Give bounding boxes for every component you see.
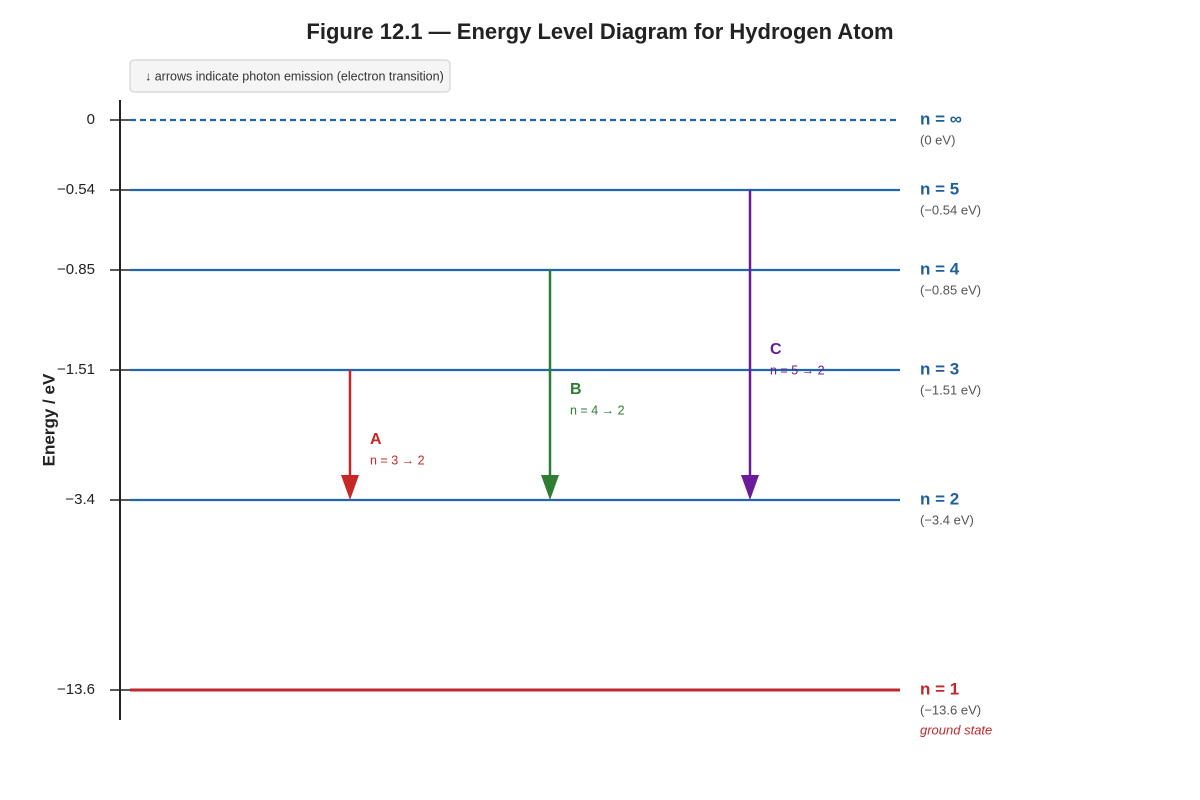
level-label: n = 1 bbox=[920, 679, 959, 698]
tick-label: −3.4 bbox=[65, 491, 95, 508]
level-energy: (0 eV) bbox=[920, 132, 955, 147]
note-box bbox=[129, 59, 451, 93]
level-energy: (−0.54 eV) bbox=[920, 202, 981, 217]
level-label: n = 5 bbox=[920, 179, 959, 198]
arrow-head bbox=[341, 475, 359, 500]
tick-label: −0.85 bbox=[57, 261, 95, 278]
level-label: n = 3 bbox=[920, 359, 959, 378]
transition-detail: n = 4 → 2 bbox=[570, 403, 625, 417]
tick-label: −1.51 bbox=[57, 361, 95, 378]
level-label: n = 2 bbox=[920, 489, 959, 508]
transition-detail: n = 5 → 2 bbox=[770, 363, 825, 377]
tick-label: −13.6 bbox=[57, 681, 95, 698]
level-label: n = ∞ bbox=[920, 109, 962, 128]
transition-detail: n = 3 → 2 bbox=[370, 453, 425, 467]
level-energy: (−13.6 eV) bbox=[920, 702, 981, 717]
arrow-head bbox=[541, 475, 559, 500]
axis-label: Energy / eV bbox=[39, 373, 58, 466]
transition-label: B bbox=[570, 381, 582, 398]
transition-label: C bbox=[770, 341, 782, 358]
level-label: n = 4 bbox=[920, 259, 960, 278]
level-energy: (−0.85 eV) bbox=[920, 282, 981, 297]
level-energy: (−1.51 eV) bbox=[920, 382, 981, 397]
arrow-head bbox=[741, 475, 759, 500]
title: Figure 12.1 — Energy Level Diagram for H… bbox=[306, 19, 893, 44]
tick-label: −0.54 bbox=[57, 181, 95, 198]
level-energy: (−3.4 eV) bbox=[920, 512, 974, 527]
note: ↓ arrows indicate photon emission (elect… bbox=[145, 69, 444, 83]
level-note: ground state bbox=[920, 722, 992, 737]
tick-label: 0 bbox=[87, 111, 95, 128]
transition-label: A bbox=[370, 431, 382, 448]
